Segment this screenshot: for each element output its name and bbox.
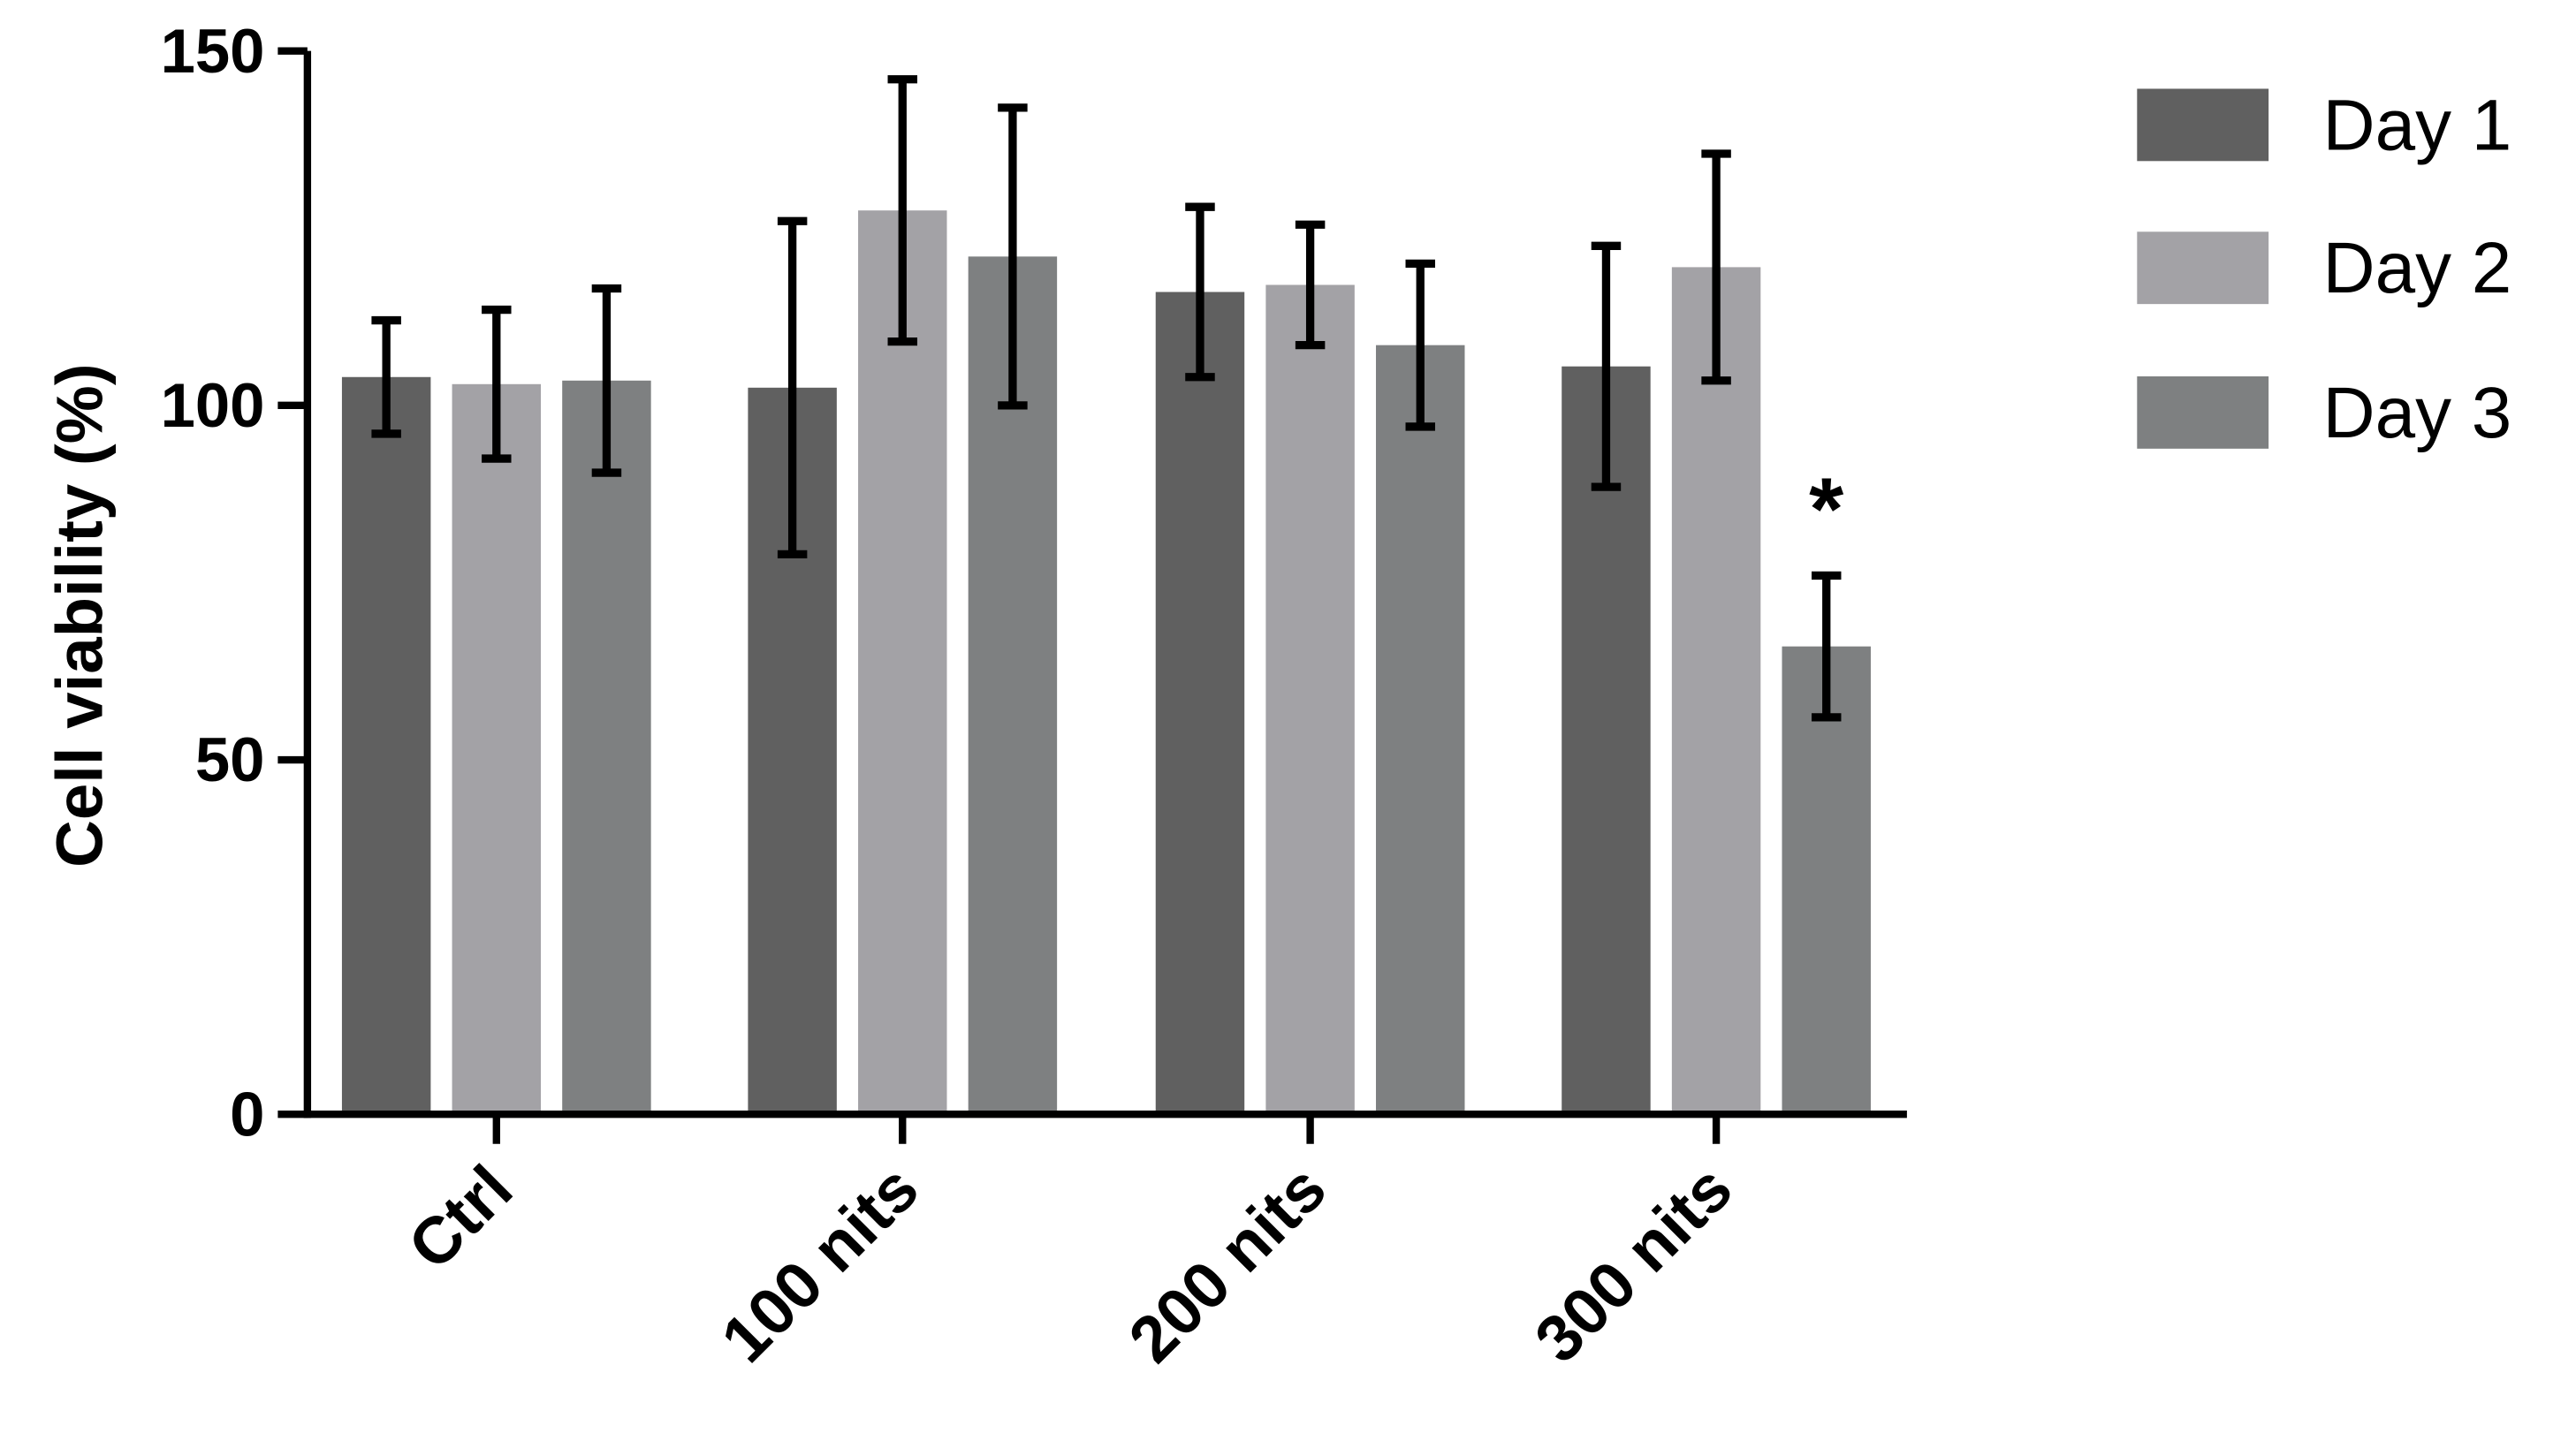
y-tick-label: 50 <box>195 724 265 794</box>
error-bar <box>1591 241 1622 491</box>
error-bar <box>1701 149 1731 385</box>
bar-ctrl-day-2 <box>452 383 542 1115</box>
error-bar <box>1405 259 1435 431</box>
legend: Day 1 Day 2 Day 3 <box>2137 85 2511 453</box>
x-tick-label: 200 nits <box>1115 1151 1341 1376</box>
bars-layer <box>341 210 1871 1115</box>
legend-label: Day 3 <box>2323 373 2512 453</box>
y-axis-title: Cell viability (%) <box>42 363 116 867</box>
error-bar <box>1811 571 1842 722</box>
y-tick-label: 150 <box>161 16 265 86</box>
bar-200-nits-day-3 <box>1376 345 1465 1115</box>
error-bar <box>777 216 808 559</box>
legend-label: Day 2 <box>2323 228 2512 308</box>
legend-item-day-1: Day 1 <box>2137 85 2511 165</box>
error-bar <box>591 284 622 477</box>
bar-100-nits-day-2 <box>858 210 947 1115</box>
bar-200-nits-day-1 <box>1155 292 1245 1115</box>
annotation-layer: * <box>1809 460 1843 559</box>
error-bar <box>998 103 1028 410</box>
legend-item-day-3: Day 3 <box>2137 373 2511 453</box>
x-tick-label: Ctrl <box>394 1151 526 1283</box>
error-bar <box>482 305 512 463</box>
bar-300-nits-day-2 <box>1671 267 1761 1115</box>
error-bar <box>1185 202 1215 382</box>
error-bar <box>371 315 401 438</box>
y-tick-label: 100 <box>161 370 265 440</box>
x-tick-label: 300 nits <box>1521 1151 1746 1376</box>
x-tick-label: 100 nits <box>707 1151 932 1376</box>
error-bars-layer <box>371 75 1842 722</box>
error-bar <box>887 75 918 346</box>
bar-300-nits-day-1 <box>1562 366 1651 1115</box>
bar-300-nits-day-3 <box>1782 646 1871 1115</box>
bar-ctrl-day-3 <box>562 380 651 1115</box>
y-tick-label: 0 <box>230 1079 264 1149</box>
legend-swatch <box>2137 375 2269 449</box>
legend-swatch <box>2137 231 2269 305</box>
bar-200-nits-day-2 <box>1265 284 1355 1115</box>
bar-ctrl-day-1 <box>341 376 431 1115</box>
legend-label: Day 1 <box>2323 85 2512 165</box>
significance-marker: * <box>1809 460 1843 559</box>
error-bar <box>1295 220 1326 350</box>
legend-item-day-2: Day 2 <box>2137 228 2511 308</box>
legend-swatch <box>2137 88 2269 162</box>
